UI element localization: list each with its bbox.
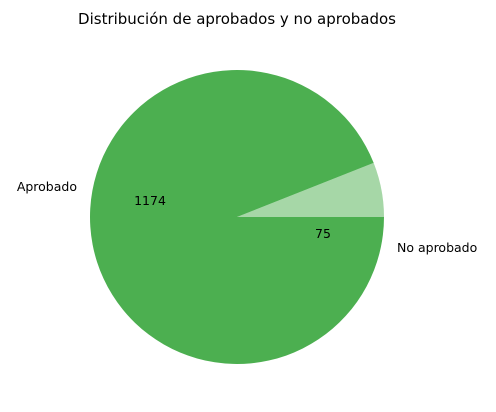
slice-label-aprobado: Aprobado [17, 179, 77, 194]
pie-slices [90, 69, 385, 364]
pie-slice-no-aprobado [237, 162, 385, 217]
slice-value-aprobado: 1174 [134, 193, 166, 208]
slice-value-no-aprobado: 75 [315, 226, 331, 241]
slice-label-no-aprobado: No aprobado [397, 240, 477, 255]
pie-slice-aprobado [90, 69, 384, 364]
chart-title: Distribución de aprobados y no aprobados [78, 10, 396, 28]
